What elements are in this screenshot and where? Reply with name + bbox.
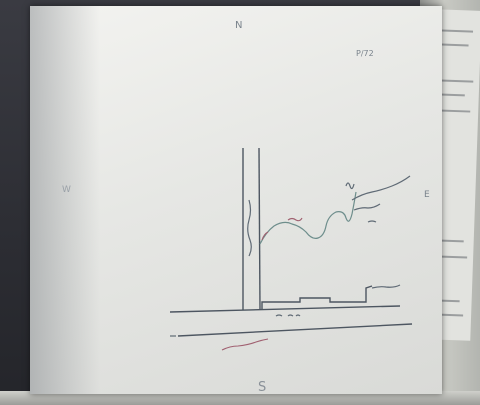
- paper-shadow: [30, 6, 100, 394]
- building-right-edge: [258, 147, 261, 311]
- east-label: E: [424, 190, 430, 200]
- annotation-scribble: [367, 220, 377, 223]
- south-label: S: [258, 380, 266, 395]
- sketch-paper: [30, 6, 442, 394]
- page-mark: P/72: [356, 49, 374, 58]
- datum-line: [177, 323, 413, 337]
- annotation-scribble: [351, 175, 411, 201]
- ground-line: [169, 305, 401, 313]
- west-label: W: [62, 185, 71, 195]
- profile-accent: [261, 231, 269, 241]
- building-scribble: [247, 199, 252, 257]
- ground-step: [261, 285, 373, 310]
- north-label: N: [235, 20, 242, 31]
- annotation-scribble: [345, 182, 355, 190]
- ground-annotation: [275, 314, 301, 317]
- profile-accent: [287, 217, 303, 222]
- annotation-scribble: [353, 203, 381, 211]
- desk-surface-bottom: [0, 391, 480, 405]
- step-annotation: [371, 284, 401, 289]
- terrain-profile: [259, 191, 357, 245]
- datum-annotation: [221, 338, 269, 351]
